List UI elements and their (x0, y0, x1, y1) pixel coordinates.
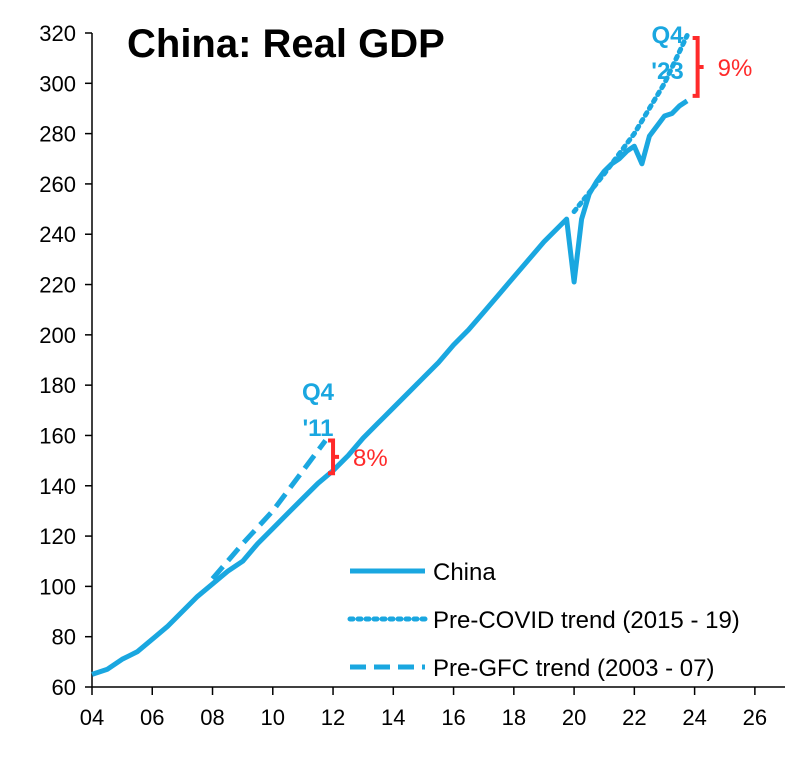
y-tick-label: 240 (39, 222, 76, 247)
q4-11-label-line: '11 (302, 415, 333, 442)
x-tick-label: 20 (562, 705, 586, 730)
x-tick-label: 26 (743, 705, 767, 730)
annotations: Q4 '11 Q4 '23 8% 9% (302, 22, 753, 476)
q4-11-label-line: Q4 (302, 379, 335, 406)
legend-label: China (433, 559, 496, 586)
x-tick-label: 18 (502, 705, 526, 730)
y-tick-label: 160 (39, 423, 76, 448)
x-tick-label: 22 (622, 705, 646, 730)
y-tick-label: 320 (39, 21, 76, 46)
x-tick-label: 12 (321, 705, 345, 730)
x-tick-label: 06 (140, 705, 164, 730)
x-tick-label: 10 (261, 705, 285, 730)
y-tick-label: 260 (39, 172, 76, 197)
y-tick-label: 80 (52, 625, 76, 650)
y-tick-label: 280 (39, 122, 76, 147)
legend-label: Pre-GFC trend (2003 - 07) (433, 655, 714, 682)
y-tick-label: 100 (39, 574, 76, 599)
y-tick-label: 180 (39, 373, 76, 398)
y-tick-label: 300 (39, 71, 76, 96)
legend-label: Pre-COVID trend (2015 - 19) (433, 607, 740, 634)
series-line-pre-covid-trend (571, 33, 690, 215)
y-tick-label: 220 (39, 273, 76, 298)
x-tick-label: 04 (80, 705, 104, 730)
x-tick-label: 16 (441, 705, 465, 730)
x-tick-label: 08 (200, 705, 224, 730)
y-tick-label: 60 (52, 675, 76, 700)
chart-title: China: Real GDP (127, 22, 445, 66)
gap-2023-label: 9% (718, 55, 753, 82)
y-tick-label: 200 (39, 323, 76, 348)
series-line-pre-gfc-trend (210, 439, 328, 581)
y-tick-label: 140 (39, 474, 76, 499)
gap-2011-bracket (328, 438, 340, 476)
legend: China Pre-COVID trend (2015 - 19) Pre-GFC … (347, 559, 740, 682)
q4-23-label-line: '23 (651, 58, 683, 85)
series-lines (91, 33, 690, 677)
q4-23-label-line: Q4 (651, 22, 684, 49)
y-tick-label: 120 (39, 524, 76, 549)
series-line-china (91, 98, 689, 677)
axes: 60 80 100 120 140 160 180 200 220 240 260 280 300 320… (39, 21, 785, 730)
x-tick-label: 14 (381, 705, 405, 730)
x-tick-label: 24 (682, 705, 706, 730)
gap-2011-label: 8% (353, 445, 388, 472)
gap-2023-bracket (692, 36, 704, 98)
